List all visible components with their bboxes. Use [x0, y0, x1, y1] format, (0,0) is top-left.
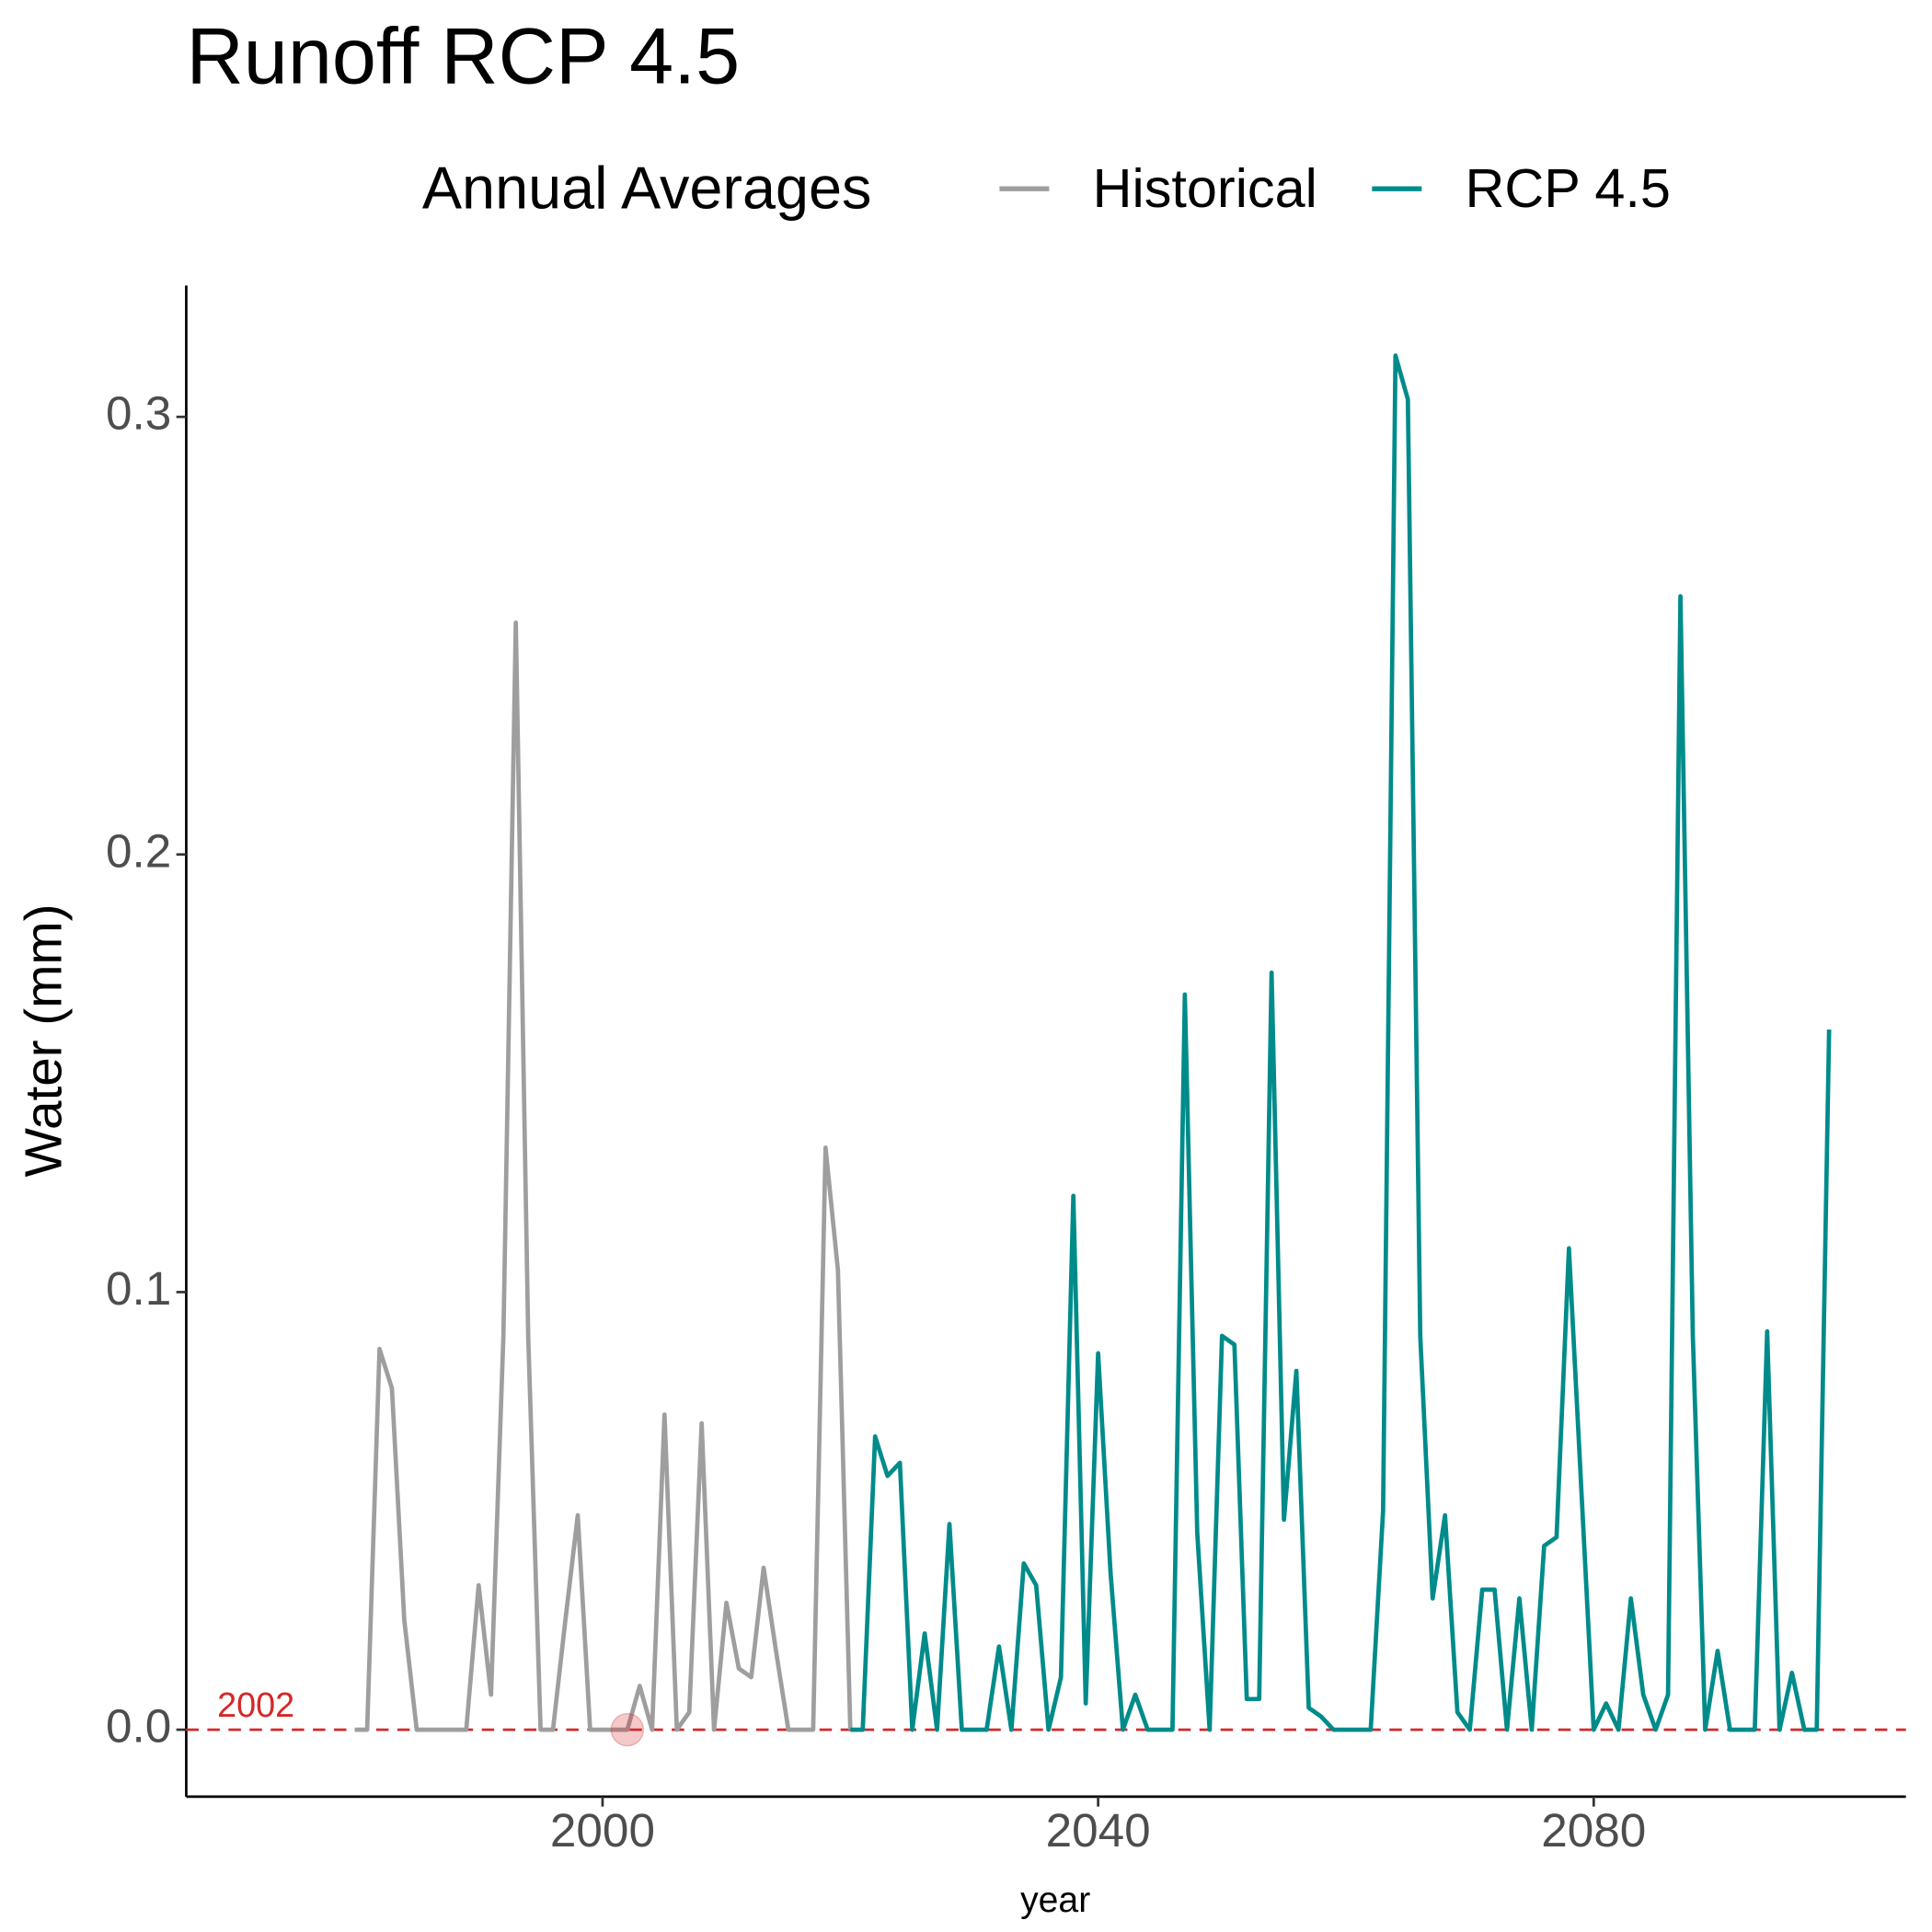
- y-tick-label: 0.3: [106, 387, 171, 440]
- legend-label: Historical: [1093, 157, 1317, 219]
- legend-label: RCP 4.5: [1466, 157, 1671, 219]
- y-axis-label: Water (mm): [15, 904, 73, 1178]
- x-tick-label: 2000: [550, 1804, 655, 1857]
- series-line: [850, 353, 1832, 1732]
- annotation: 2002: [217, 1686, 294, 1725]
- highlight-point: [610, 1712, 645, 1747]
- y-tick-label: 0.1: [106, 1262, 171, 1315]
- x-tick-label: 2040: [1046, 1804, 1151, 1857]
- series-line: [354, 620, 853, 1732]
- y-tick-label: 0.2: [106, 824, 171, 877]
- x-tick-label: 2080: [1541, 1804, 1646, 1857]
- x-axis-label: year: [1020, 1880, 1090, 1920]
- chart-title: Runoff RCP 4.5: [186, 12, 740, 100]
- y-tick-label: 0.0: [106, 1700, 171, 1753]
- legend-title: Annual Averages: [422, 154, 872, 221]
